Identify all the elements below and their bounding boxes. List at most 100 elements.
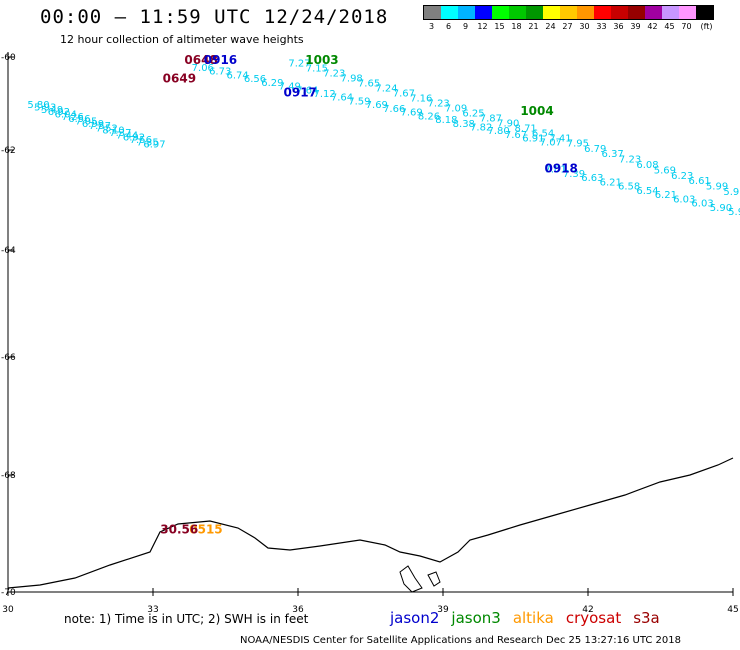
color-scale-label: 9: [462, 22, 469, 31]
swh-label: 7.39: [563, 169, 585, 180]
swh-label: 8.18: [435, 115, 457, 126]
lon-tick-label: 33: [147, 605, 158, 615]
swh-label: 5.49: [41, 105, 63, 116]
swh-label: 7.67: [505, 130, 527, 141]
swh-label: 7.44: [116, 130, 138, 141]
swh-label: 7.09: [445, 103, 467, 114]
swh-label: 6.56: [68, 114, 90, 125]
swh-label: 7.26: [61, 112, 83, 123]
swh-label: 6.61: [689, 176, 711, 187]
swh-label: 7.80: [487, 126, 509, 137]
lon-tick-label: 30: [2, 605, 14, 615]
swh-label: 7.98: [341, 73, 363, 84]
swh-label: 7.23: [619, 155, 641, 166]
swh-label: 7.66: [383, 104, 405, 115]
pass-time-label: 0649: [163, 72, 196, 86]
swh-label: 7.69: [366, 100, 388, 111]
swh-label: 7.82: [470, 122, 492, 133]
swh-label: 7.49: [279, 82, 301, 93]
swh-label: 6.63: [581, 173, 603, 184]
color-scale-swatches: [423, 5, 714, 20]
pass-time-label: 1003: [305, 53, 338, 67]
swh-label: 5.69: [654, 165, 676, 176]
color-scale-label: 3: [428, 22, 435, 31]
color-scale-label: 42: [647, 22, 658, 31]
color-scale-label: 30: [579, 22, 590, 31]
legend-altika: altika: [512, 609, 554, 627]
swh-label: 8.71: [515, 124, 537, 135]
pass-time-label: 0648: [184, 53, 217, 67]
swh-label: 7.64: [331, 93, 353, 104]
swh-label: 6.21: [655, 190, 677, 201]
color-scale-label: 15: [494, 22, 505, 31]
color-swatch: [458, 6, 475, 19]
swh-label: 7.35: [137, 137, 159, 148]
swh-label: 7.41: [549, 134, 571, 145]
swh-label: 6.99: [82, 119, 104, 130]
swh-label: 6.54: [532, 129, 554, 140]
color-swatch: [492, 6, 509, 19]
swh-label: 6.21: [600, 177, 622, 188]
swh-label: 6.04: [55, 109, 77, 120]
color-scale-legend: 3 6 9 12 15 18 21 24 27 30 33 36 39 42 45 70 (ft): [423, 5, 714, 34]
swh-label: 7.57: [89, 121, 111, 132]
swh-label: 5.90: [710, 203, 732, 214]
color-scale-label: 39: [630, 22, 641, 31]
swh-label: 6.79: [584, 144, 606, 155]
pass-time-label: 0918: [545, 162, 578, 176]
coastline-island: [399, 565, 423, 593]
color-swatch: [611, 6, 628, 19]
swh-label: 6.25: [462, 109, 484, 120]
swh-label: 6.29: [261, 78, 283, 89]
legend-s3a: s3a: [633, 609, 660, 627]
color-swatch: [645, 6, 662, 19]
swh-label: 5.93: [34, 102, 56, 113]
color-swatch: [577, 6, 594, 19]
swh-label: 7.37: [109, 128, 131, 139]
swh-label: 7.90: [497, 119, 519, 130]
swh-label: 7.27: [288, 58, 310, 69]
swh-label: 7.59: [348, 96, 370, 107]
swh-label: 6.56: [244, 74, 266, 85]
color-scale-label: 6: [445, 22, 452, 31]
color-scale-labels: 3 6 9 12 15 18 21 24 27 30 33 36 39 42 45 70 (ft): [423, 22, 714, 34]
color-swatch: [662, 6, 679, 19]
color-scale-label: (ft): [700, 22, 713, 31]
swh-label: 8.26: [418, 111, 440, 122]
swh-label: 6.23: [671, 171, 693, 182]
swh-label: 6.74: [226, 70, 248, 81]
swh-label: 6.91: [522, 134, 544, 145]
color-scale-label: 70: [681, 22, 692, 31]
swh-label: 7.52: [96, 123, 118, 134]
swh-label: 8.38: [453, 119, 475, 130]
swh-label: 6.54: [636, 186, 658, 197]
swh-label: 6.03: [673, 194, 695, 205]
color-swatch: [696, 6, 713, 19]
legend-jason2: jason2: [390, 609, 440, 627]
lat-tick-label: -70: [1, 588, 16, 598]
swh-label: 7.23: [323, 68, 345, 79]
color-scale-label: 33: [596, 22, 607, 31]
color-swatch: [560, 6, 577, 19]
color-scale-label: 45: [664, 22, 675, 31]
color-swatch: [594, 6, 611, 19]
swh-label: 7.95: [567, 139, 589, 150]
lat-tick-label: -68: [1, 471, 16, 481]
swh-label: 6.92: [48, 107, 70, 118]
credit-line: NOAA/NESDIS Center for Satellite Applica…: [240, 635, 682, 646]
swh-label: 8.10: [102, 126, 124, 137]
lat-tick-label: -62: [1, 146, 16, 156]
swh-label: 6.58: [618, 182, 640, 193]
color-swatch: [475, 6, 492, 19]
swh-label: 5.95: [723, 187, 740, 198]
swh-label: 6.97: [143, 140, 165, 151]
lon-tick-label: 39: [437, 605, 449, 615]
swh-label: 7.67: [393, 88, 415, 99]
swh-label: 6.92: [123, 133, 145, 144]
swh-label: 7.23: [428, 98, 450, 109]
pass-time-label: 30.56: [160, 523, 198, 537]
swh-label: 5.80: [27, 100, 49, 111]
lon-tick-label: 45: [727, 605, 738, 615]
color-swatch: [628, 6, 645, 19]
